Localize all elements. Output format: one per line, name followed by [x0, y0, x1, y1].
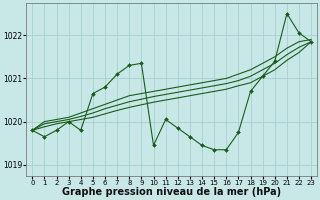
- X-axis label: Graphe pression niveau de la mer (hPa): Graphe pression niveau de la mer (hPa): [62, 187, 281, 197]
